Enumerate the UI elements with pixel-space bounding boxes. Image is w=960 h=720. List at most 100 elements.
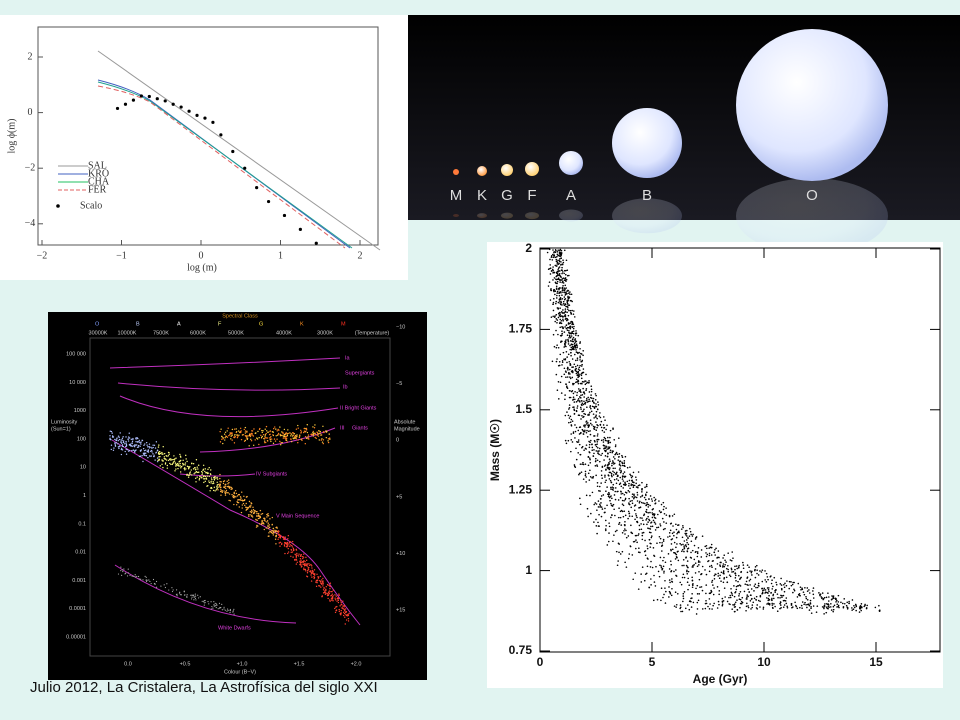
star-point (564, 311, 567, 313)
star-point (641, 491, 643, 493)
star-point (660, 565, 663, 567)
star-point (342, 614, 345, 617)
dwarf-point (199, 596, 201, 598)
star-point (163, 456, 166, 458)
y-tick-label: 1.25 (509, 482, 533, 496)
star-point (575, 351, 578, 353)
dwarf-point (213, 603, 215, 606)
star-point (571, 441, 574, 443)
star-point (780, 588, 783, 591)
star-point (302, 557, 304, 560)
giant-point (246, 435, 248, 437)
star-point (317, 576, 319, 578)
star-point (556, 263, 559, 265)
star-point (642, 531, 645, 534)
star-point (841, 602, 844, 605)
star-point (568, 408, 570, 410)
star-point (555, 302, 557, 305)
star-point (607, 474, 610, 477)
giant-point (270, 435, 272, 438)
star-point (675, 546, 677, 549)
dwarf-point (210, 601, 212, 603)
star-point (755, 586, 757, 589)
star-point (576, 374, 579, 377)
star-point (676, 543, 678, 545)
star-point (250, 509, 253, 511)
star-point (629, 466, 631, 468)
star-point (858, 606, 861, 608)
star-point (581, 414, 583, 417)
star-point (307, 570, 309, 572)
star-point (605, 446, 608, 448)
star-point (278, 536, 280, 539)
star-point (708, 547, 710, 549)
star-point (577, 429, 580, 432)
star-point (347, 614, 349, 616)
star-point (574, 344, 576, 346)
star-point (634, 518, 636, 521)
star-point (636, 541, 638, 544)
star-point (557, 380, 560, 383)
giant-point (297, 424, 299, 427)
giant-point (272, 442, 275, 445)
dwarf-point (134, 576, 136, 578)
star-point (238, 499, 240, 501)
star-point (836, 606, 838, 608)
star-point (644, 486, 646, 489)
star-point (228, 482, 230, 484)
dwarf-point (198, 597, 200, 599)
star-point (561, 332, 564, 335)
star-point (162, 466, 164, 469)
star-point (212, 481, 214, 483)
dwarf-point (171, 587, 173, 589)
star-point (579, 453, 582, 456)
star-point (559, 303, 562, 306)
star-point (117, 443, 119, 445)
star-point (295, 558, 297, 560)
dwarf-point (155, 586, 158, 588)
giant-point (248, 445, 250, 447)
star-point (570, 424, 573, 426)
y-tick-label: 1.75 (509, 322, 533, 336)
star-point (602, 494, 605, 496)
giant-point (250, 438, 252, 440)
star-point (279, 534, 282, 537)
star-point (167, 459, 170, 462)
star-point (573, 310, 575, 312)
giant-point (307, 437, 309, 439)
star-point (671, 515, 674, 517)
star-point (163, 452, 166, 455)
star-point (212, 489, 215, 492)
star-point (565, 350, 568, 353)
star-point (614, 487, 617, 489)
star-point (824, 603, 826, 605)
star-point (294, 558, 296, 561)
giant-point (269, 437, 271, 439)
star-point (597, 521, 599, 524)
star-point (632, 486, 635, 489)
star-point (136, 446, 139, 448)
star-point (686, 541, 688, 544)
star-point (652, 519, 655, 522)
dwarf-point (193, 594, 195, 596)
star-point (334, 611, 337, 614)
star-point (566, 411, 568, 413)
star-point (624, 528, 626, 530)
star-point (210, 477, 213, 479)
star-point (650, 521, 653, 523)
star-point (557, 259, 559, 262)
star-point (705, 544, 708, 547)
star-point (619, 471, 622, 474)
star-point (138, 439, 141, 442)
star-point (558, 254, 560, 257)
star-point (563, 367, 566, 370)
star-point (175, 463, 177, 466)
plot-frame (37, 26, 379, 246)
star-point (576, 405, 579, 407)
star-point (803, 593, 806, 596)
star (612, 108, 682, 178)
star-point (271, 529, 273, 532)
star-point (719, 574, 721, 577)
star-point (783, 604, 786, 606)
star-point (767, 592, 769, 594)
